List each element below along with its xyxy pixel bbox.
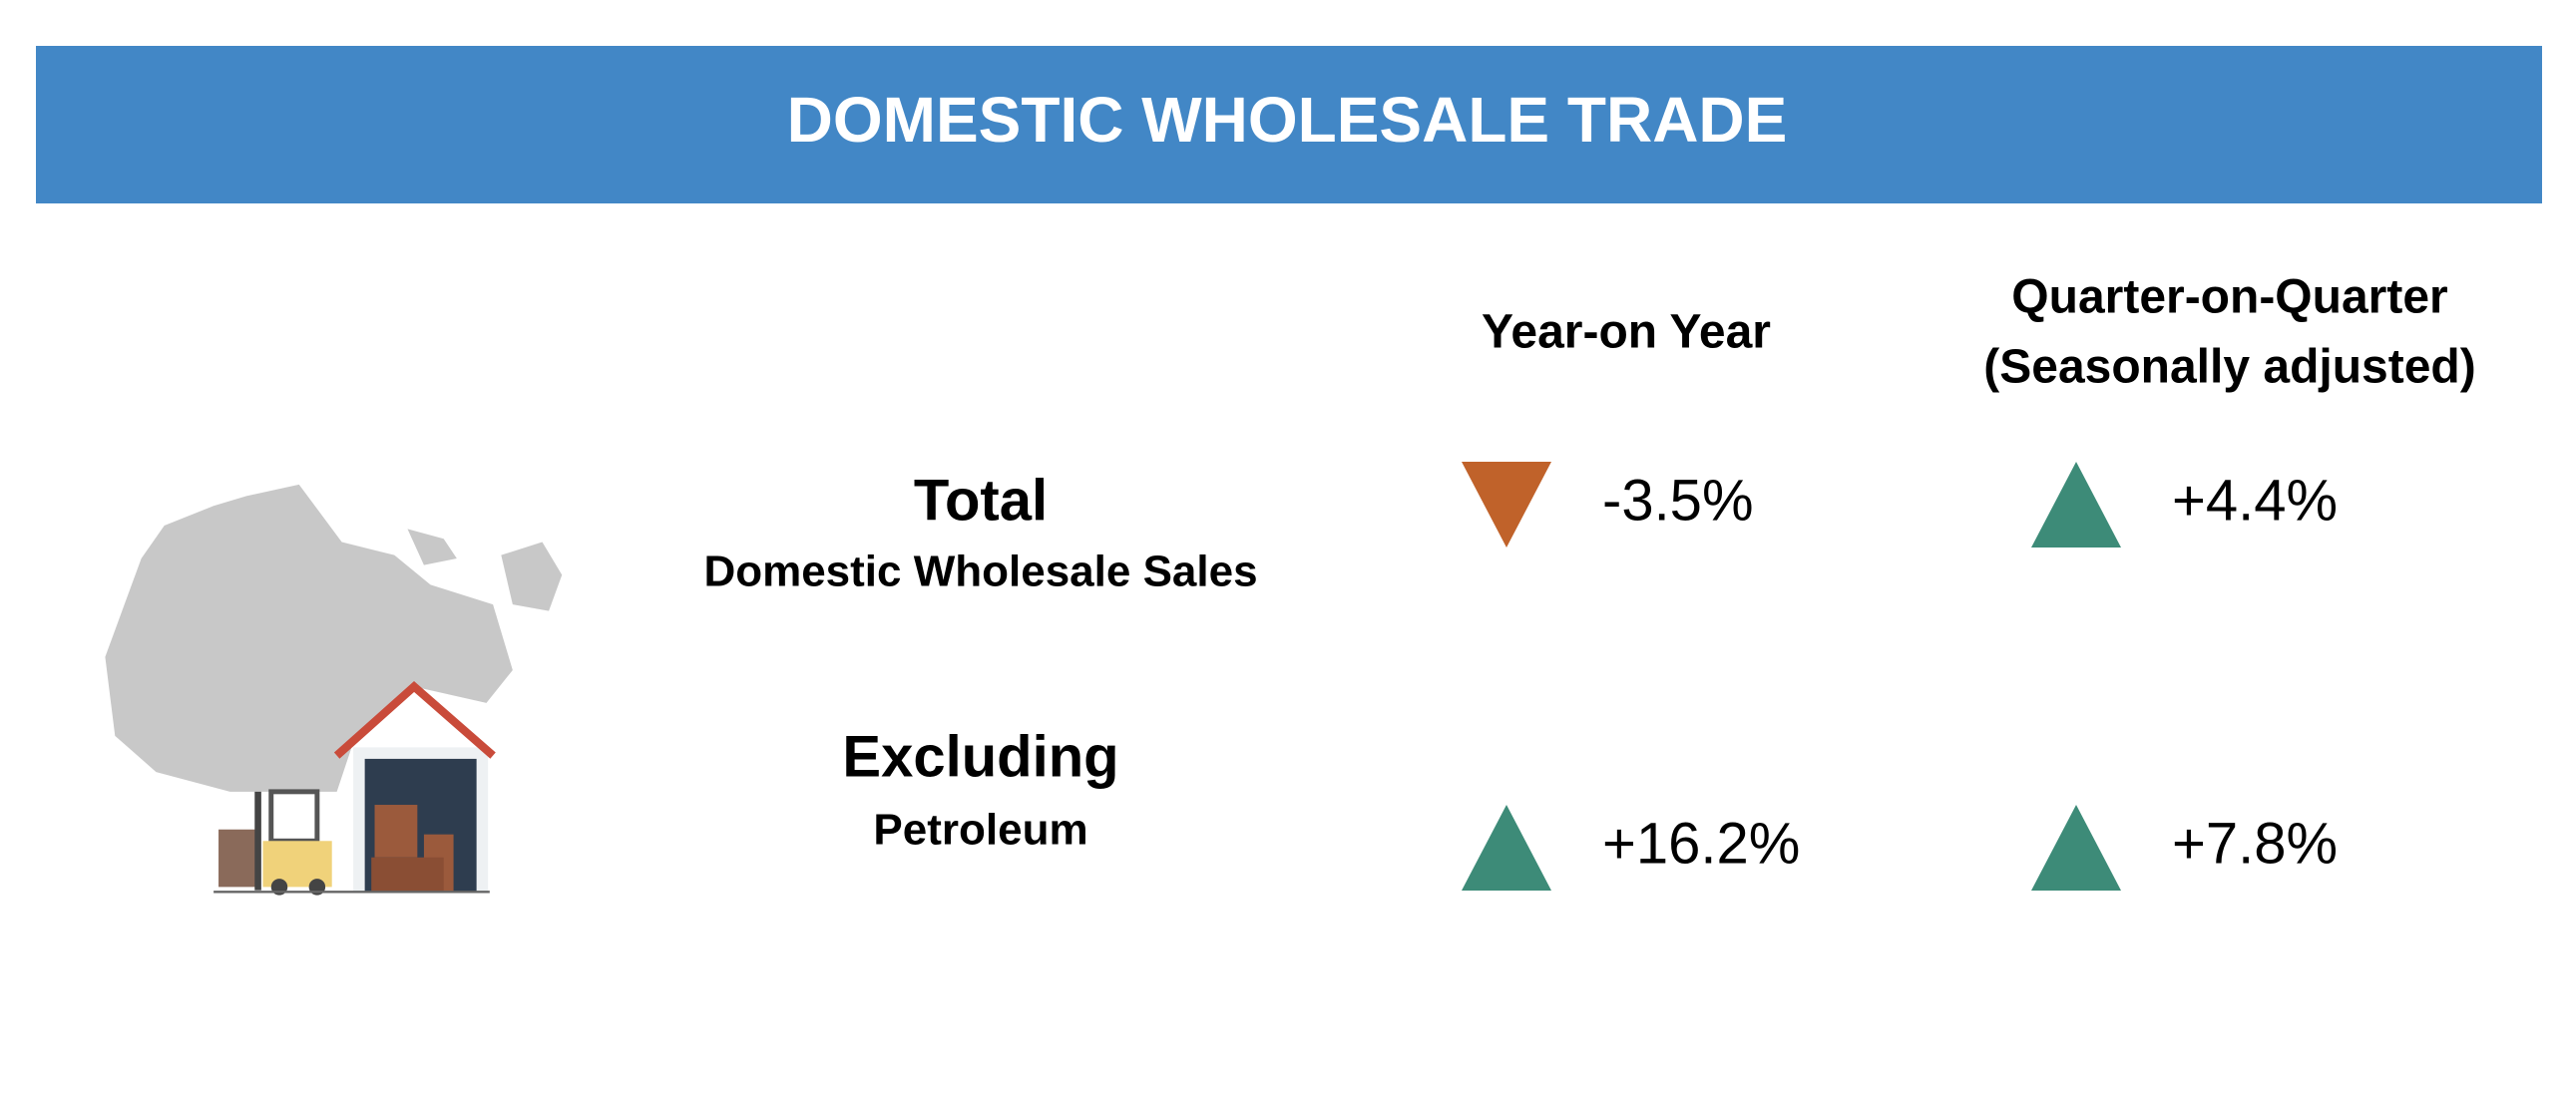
- header-bar: [36, 46, 2542, 203]
- map-islet: [407, 529, 457, 565]
- change-value: +16.2%: [1602, 811, 1800, 876]
- forklift-cab: [268, 789, 320, 844]
- change-value: +7.8%: [2172, 811, 2338, 876]
- box: [374, 805, 418, 858]
- illustration: [105, 484, 563, 896]
- column-header: Quarter-on-Quarter: [2011, 271, 2447, 324]
- map-silhouette: [105, 484, 513, 792]
- trend-up-arrow: [2031, 462, 2121, 548]
- warehouse-roof: [333, 680, 496, 759]
- row-sublabel: Petroleum: [873, 806, 1087, 855]
- trend-up-arrow: [1462, 805, 1551, 891]
- column-header: (Seasonally adjusted): [1983, 341, 2475, 394]
- trend-down-arrow: [1462, 462, 1551, 548]
- trend-up-arrow: [2031, 805, 2121, 891]
- box: [371, 857, 444, 893]
- row-label: Total: [914, 468, 1048, 533]
- header-title: DOMESTIC WHOLESALE TRADE: [787, 84, 1788, 156]
- forklift-mast: [254, 791, 261, 891]
- map-island: [501, 542, 563, 611]
- column-header: Year-on Year: [1482, 306, 1771, 359]
- row-sublabel: Domestic Wholesale Sales: [703, 548, 1257, 596]
- change-value: +4.4%: [2172, 468, 2338, 533]
- forklift-body: [262, 841, 332, 888]
- row-label: Excluding: [842, 724, 1118, 789]
- change-value: -3.5%: [1602, 468, 1754, 533]
- crate: [218, 829, 260, 888]
